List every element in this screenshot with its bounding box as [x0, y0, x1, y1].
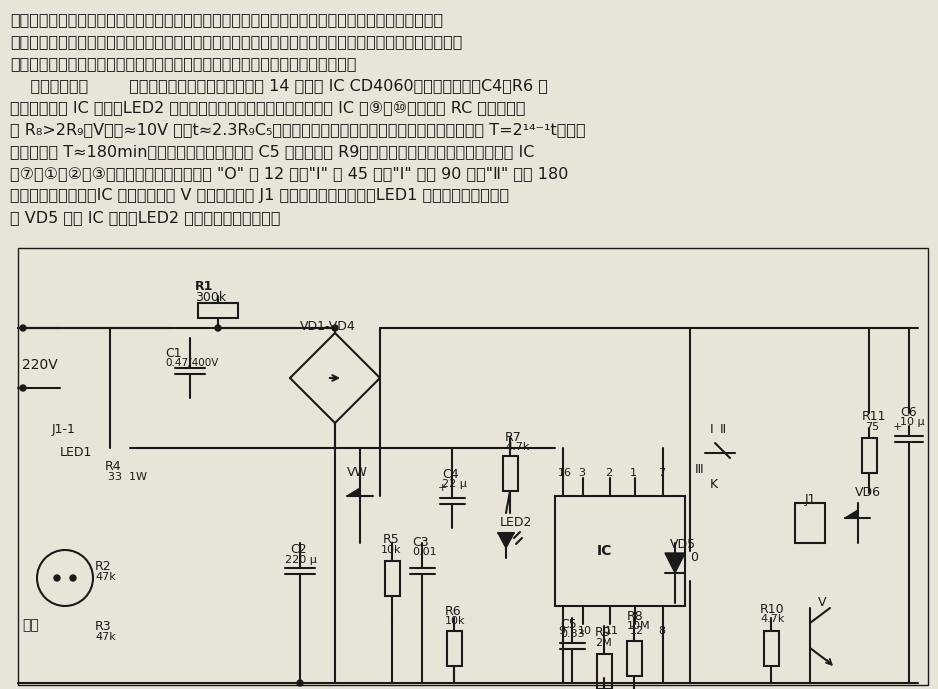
- Text: I: I: [710, 423, 714, 436]
- Text: 7: 7: [658, 468, 665, 478]
- Text: C1: C1: [165, 347, 182, 360]
- Text: R5: R5: [383, 533, 400, 546]
- Text: R1: R1: [195, 280, 213, 293]
- Text: 33  1W: 33 1W: [108, 472, 147, 482]
- Bar: [862, 438, 877, 473]
- Bar: [447, 631, 462, 666]
- Polygon shape: [498, 533, 514, 548]
- Text: 的⑦、①、②、③脚作为输出，定时时间为 "O" 挡 12 秒，"I" 挡 45 分，"Ⅰ" 挡为 90 分，"Ⅱ" 挡为 180: 的⑦、①、②、③脚作为输出，定时时间为 "O" 挡 12 秒，"I" 挡 45 …: [10, 166, 568, 181]
- Text: LED2: LED2: [500, 516, 533, 529]
- Text: 12: 12: [630, 626, 644, 636]
- Polygon shape: [665, 553, 685, 573]
- Text: VD1-VD4: VD1-VD4: [300, 320, 356, 333]
- Text: 2M: 2M: [595, 638, 612, 648]
- Text: 4.7k: 4.7k: [505, 442, 529, 452]
- Text: 中所给数据 T≈180min，如需延长定时，可增大 C5 容量。改变 R9，可调节振荡器的频率。电路中选择 IC: 中所给数据 T≈180min，如需延长定时，可增大 C5 容量。改变 R9，可调…: [10, 144, 535, 159]
- Text: IC: IC: [597, 544, 613, 558]
- Text: 47k: 47k: [95, 632, 115, 642]
- Bar: [18, 248, 928, 685]
- Text: R6: R6: [445, 605, 461, 618]
- Text: 9: 9: [558, 626, 565, 636]
- Circle shape: [297, 680, 303, 686]
- Bar: [795, 503, 825, 543]
- Text: +: +: [438, 483, 447, 493]
- Circle shape: [20, 325, 26, 331]
- Text: 10 μ: 10 μ: [900, 417, 925, 427]
- Text: VD6: VD6: [855, 486, 881, 499]
- Text: 220 μ: 220 μ: [285, 555, 317, 565]
- Circle shape: [54, 575, 60, 581]
- Text: C3: C3: [412, 536, 429, 549]
- Text: 1: 1: [630, 468, 637, 478]
- Circle shape: [332, 325, 338, 331]
- Text: 0.33: 0.33: [560, 629, 584, 639]
- Circle shape: [20, 385, 26, 391]
- Text: +: +: [893, 422, 902, 432]
- Text: 4.7k: 4.7k: [760, 614, 784, 624]
- Text: 当 R₈>2R₉，V꜀꜀≈10V 时，t≈2.3R₉C₅，计数器在时钟的下降沿作增量计数，最长延时为 T=2¹⁴⁻¹t，按图: 当 R₈>2R₉，V꜀꜀≈10V 时，t≈2.3R₉C₅，计数器在时钟的下降沿作…: [10, 122, 585, 137]
- Bar: [597, 654, 612, 689]
- Bar: [764, 631, 779, 666]
- Text: 10k: 10k: [381, 545, 401, 555]
- Text: R8: R8: [627, 610, 643, 623]
- Text: C5: C5: [560, 618, 577, 631]
- Text: 10k: 10k: [445, 616, 465, 626]
- Text: 间可长可短，精度也适当，最大的优点是使用方便，适合于各类家电定时控制用。: 间可长可短，精度也适当，最大的优点是使用方便，适合于各类家电定时控制用。: [10, 56, 356, 71]
- Text: VW: VW: [347, 466, 368, 479]
- Text: J1: J1: [805, 493, 816, 506]
- Text: R11: R11: [862, 410, 886, 423]
- Bar: [627, 641, 642, 676]
- Text: 生一尖脉冲使 IC 复位，LED2 一闪一灭，以示计时开始。振荡周期由 IC 的⑨、⑩、⑪脚的 RC 元件决定，: 生一尖脉冲使 IC 复位，LED2 一闪一灭，以示计时开始。振荡周期由 IC 的…: [10, 100, 525, 115]
- Text: R9: R9: [595, 626, 612, 639]
- Bar: [385, 561, 400, 596]
- Text: K: K: [710, 478, 719, 491]
- Text: R4: R4: [105, 460, 122, 473]
- Bar: [198, 303, 238, 318]
- Text: 47k: 47k: [95, 572, 115, 582]
- Text: 0.01: 0.01: [412, 547, 436, 557]
- Text: Ⅱ: Ⅱ: [720, 423, 726, 436]
- Text: 用于家用电器的定时器常见的有机械式和电子钟控式，前者结构简单，价格低，缺点是定时时间短；后: 用于家用电器的定时器常见的有机械式和电子钟控式，前者结构简单，价格低，缺点是定时…: [10, 12, 443, 27]
- Text: 22 μ: 22 μ: [442, 479, 467, 489]
- Text: V: V: [818, 596, 826, 609]
- Text: 电原理图如图        所示，其核心是一片带振荡器的 14 级分频 IC CD4060，在通电瞬间，C4、R6 产: 电原理图如图 所示，其核心是一片带振荡器的 14 级分频 IC CD4060，在…: [10, 78, 548, 93]
- Polygon shape: [347, 488, 360, 496]
- Circle shape: [70, 575, 76, 581]
- Text: R7: R7: [505, 431, 522, 444]
- Text: 300k: 300k: [195, 291, 226, 304]
- Text: 3: 3: [578, 468, 585, 478]
- Bar: [555, 496, 685, 606]
- Text: 0: 0: [690, 551, 698, 564]
- Text: 10M: 10M: [627, 621, 651, 631]
- Text: 0.47/400V: 0.47/400V: [165, 358, 219, 368]
- Text: 者定时时间长，但结构复杂，成本高，体积也较大。本文介绍的定时插座，采用数字分频集成电路，定时时: 者定时时间长，但结构复杂，成本高，体积也较大。本文介绍的定时插座，采用数字分频集…: [10, 34, 462, 49]
- Text: R2: R2: [95, 560, 112, 573]
- Text: Ⅲ: Ⅲ: [695, 463, 704, 476]
- Text: 220V: 220V: [22, 358, 58, 372]
- Text: C4: C4: [442, 468, 459, 481]
- Polygon shape: [845, 510, 858, 518]
- Text: 75: 75: [865, 422, 879, 432]
- Text: J1-1: J1-1: [52, 423, 76, 436]
- Text: C2: C2: [290, 543, 307, 556]
- Text: 分。到定时时间后，IC 输出高电平使 V 饱和，继电器 J1 吸合，输出插座得电，LED1 点亮，同时高电平通: 分。到定时时间后，IC 输出高电平使 V 饱和，继电器 J1 吸合，输出插座得电…: [10, 188, 509, 203]
- Text: 8: 8: [658, 626, 665, 636]
- Text: R10: R10: [760, 603, 784, 616]
- Text: VD5: VD5: [670, 538, 696, 551]
- Text: 11: 11: [605, 626, 619, 636]
- Text: C6: C6: [900, 406, 916, 419]
- Text: LED1: LED1: [60, 446, 92, 459]
- Text: 10: 10: [578, 626, 592, 636]
- Text: 2: 2: [605, 468, 613, 478]
- Text: 过 VD5 强迫 IC 停振，LED2 熄灭，一次定时结束。: 过 VD5 强迫 IC 停振，LED2 熄灭，一次定时结束。: [10, 210, 280, 225]
- Text: 输出: 输出: [22, 618, 38, 632]
- Circle shape: [215, 325, 221, 331]
- Text: 16: 16: [558, 468, 572, 478]
- Text: R3: R3: [95, 620, 112, 633]
- Bar: [503, 456, 518, 491]
